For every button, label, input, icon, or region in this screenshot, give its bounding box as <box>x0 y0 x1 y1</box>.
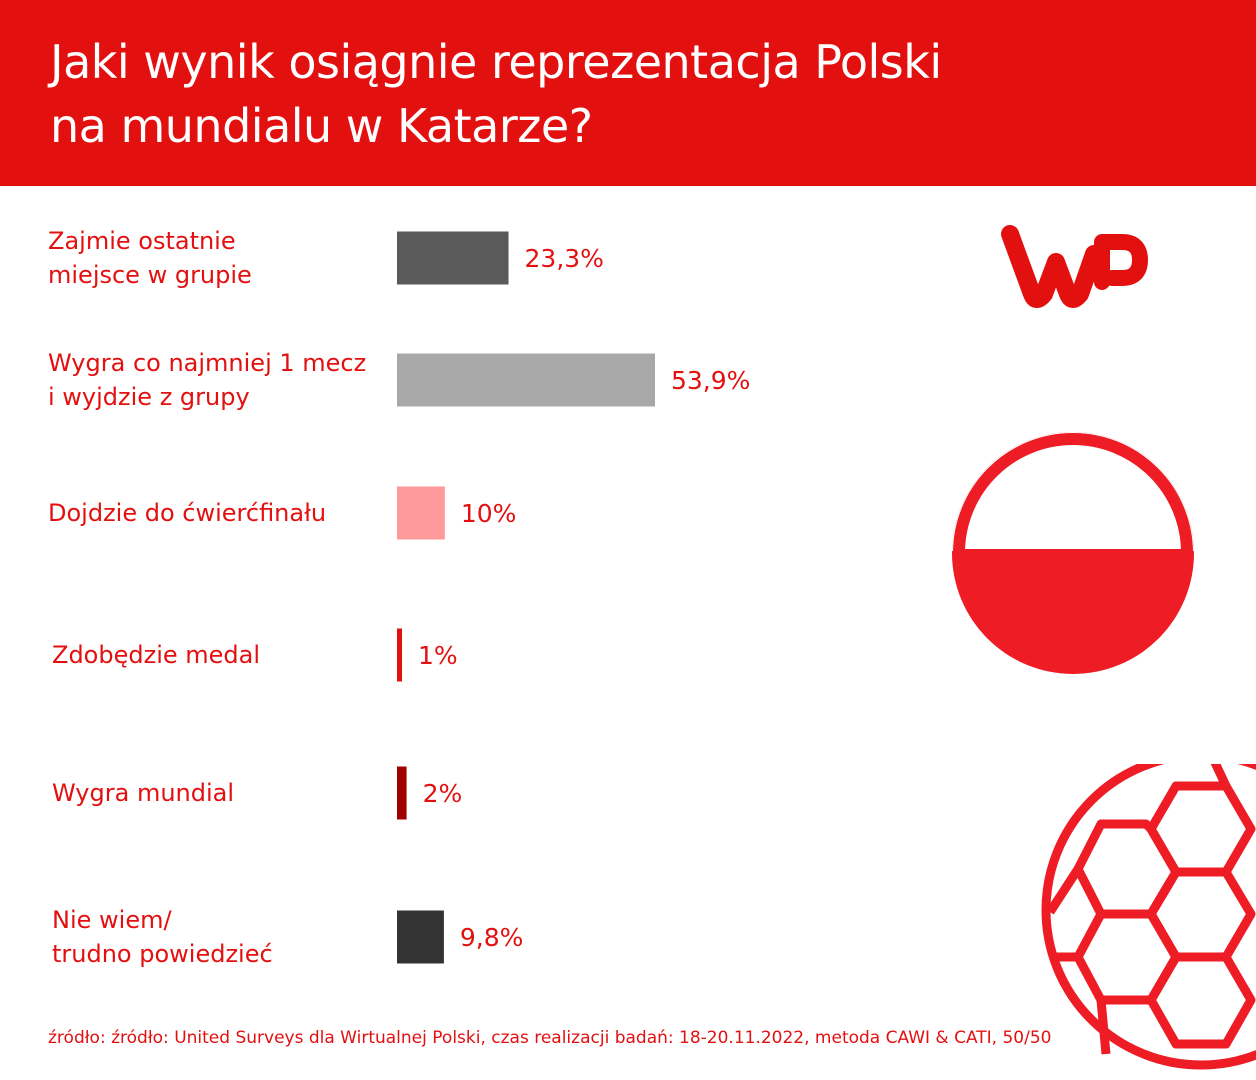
bar-value-label: 53,9% <box>671 366 750 395</box>
wp-logo-icon <box>1001 225 1148 308</box>
category-label: Zajmie ostatnie miejsce w grupie <box>48 227 252 289</box>
bar-value-label: 9,8% <box>460 923 524 952</box>
category-label-line: Zdobędzie medal <box>52 641 260 669</box>
bar <box>397 628 402 682</box>
header-banner: Jaki wynik osiągnie reprezentacja Polski… <box>0 0 1256 186</box>
category-label: Wygra co najmniej 1 mecz i wyjdzie z grup… <box>48 349 366 411</box>
category-label-line: Wygra mundial <box>52 779 234 807</box>
category-label-line: Wygra co najmniej 1 mecz <box>48 349 366 377</box>
football-icon <box>1041 764 1256 1070</box>
category-label: Zdobędzie medal <box>52 641 260 669</box>
chart-title: Jaki wynik osiągnie reprezentacja Polski… <box>50 30 1050 158</box>
category-label-line: Dojdzie do ćwierćfinału <box>48 499 326 527</box>
bar-value-label: 10% <box>461 499 517 528</box>
category-label-line: i wyjdzie z grupy <box>48 383 250 411</box>
bar <box>397 910 444 964</box>
category-label: Nie wiem/trudno powiedzieć <box>52 906 273 968</box>
chart-title-line: na mundialu w Katarze? <box>50 99 593 153</box>
category-label: Wygra mundial <box>52 779 234 807</box>
chart-title-line: Jaki wynik osiągnie reprezentacja Polski <box>50 35 942 89</box>
category-label-line: trudno powiedzieć <box>52 940 273 968</box>
category-label: Dojdzie do ćwierćfinału <box>48 499 326 527</box>
bar <box>397 353 655 407</box>
bar-value-label: 23,3% <box>525 244 604 273</box>
category-label-line: Zajmie ostatnie <box>48 227 236 255</box>
category-label-line: Nie wiem/ <box>52 906 172 934</box>
bar <box>397 766 407 820</box>
bar-value-label: 1% <box>418 641 458 670</box>
poland-flag-ball-icon <box>952 432 1194 674</box>
bar-value-label: 2% <box>423 779 463 808</box>
bar <box>397 231 509 285</box>
bar <box>397 486 445 540</box>
category-label-line: miejsce w grupie <box>48 261 252 289</box>
source-note: źródło: źródło: United Surveys dla Wirtu… <box>48 1028 1052 1048</box>
